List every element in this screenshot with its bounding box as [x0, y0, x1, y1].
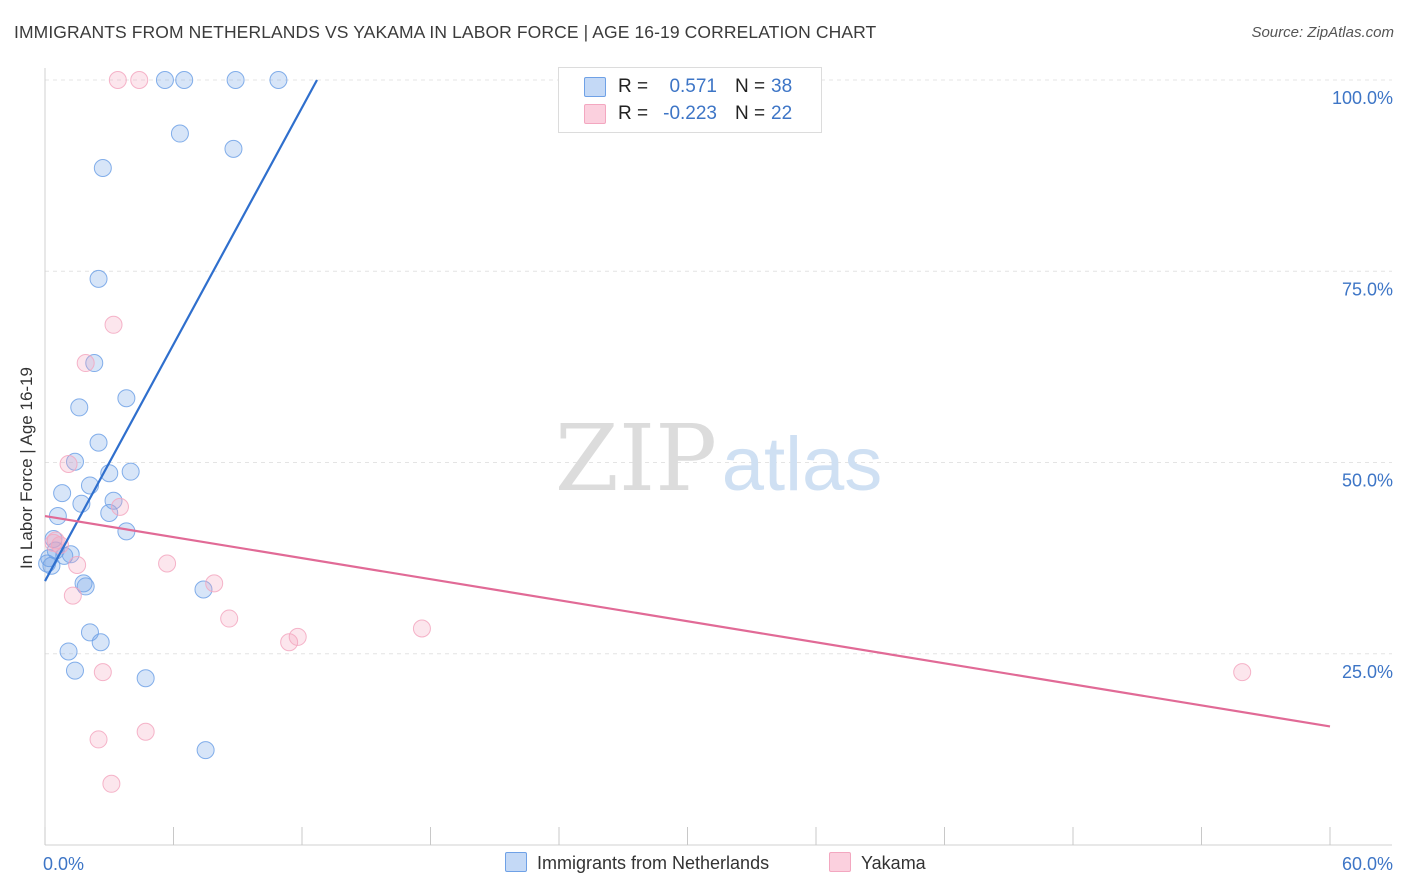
legend-swatch-netherlands — [584, 77, 606, 97]
netherlands-point — [76, 577, 95, 596]
yakama-point — [68, 556, 87, 575]
legend-row-netherlands: R = 0.571 N = 38 — [559, 74, 819, 100]
axes — [44, 68, 1392, 846]
trend-lines — [44, 79, 1331, 728]
legend-r-label: R = — [618, 76, 649, 97]
series-swatch-yakama — [829, 852, 851, 872]
netherlands-trend-line — [44, 79, 318, 582]
series-name-netherlands: Immigrants from Netherlands — [537, 853, 770, 873]
yakama-point — [136, 722, 155, 741]
gridlines — [45, 79, 1392, 655]
legend-swatch-yakama — [584, 104, 606, 124]
yakama-point — [93, 663, 112, 682]
netherlands-point — [226, 71, 245, 89]
netherlands-point — [93, 158, 112, 177]
yakama-point — [280, 633, 299, 652]
legend-r-value: -0.223 — [663, 103, 717, 124]
netherlands-point — [59, 642, 78, 661]
yakama-point — [63, 586, 82, 605]
netherlands-point — [269, 71, 288, 89]
netherlands-point — [155, 71, 174, 89]
netherlands-point — [74, 574, 93, 593]
legend-n-label: N = — [735, 76, 766, 97]
yakama-point — [108, 71, 127, 89]
tick-labels: 25.0% 50.0% 75.0% 100.0% 0.0% 60.0% — [43, 88, 1393, 874]
yakama-point — [205, 574, 224, 593]
data-points — [38, 71, 1252, 793]
y-tick-label: 25.0% — [1342, 662, 1393, 682]
correlation-legend: R = 0.571 N = 38 R = -0.223 N = 22 — [558, 67, 822, 133]
x-tick-label: 60.0% — [1342, 854, 1393, 874]
yakama-point — [76, 354, 95, 373]
x-tick-label: 0.0% — [43, 854, 84, 874]
yakama-point — [59, 455, 78, 474]
legend-r-label: R = — [618, 103, 649, 124]
yakama-point — [288, 627, 307, 646]
yakama-point — [44, 533, 63, 552]
yakama-point — [1233, 663, 1252, 682]
netherlands-point — [89, 269, 108, 288]
netherlands-point — [53, 484, 72, 503]
netherlands-point — [175, 71, 194, 89]
yakama-point — [220, 609, 239, 628]
y-tick-label: 75.0% — [1342, 279, 1393, 299]
yakama-trend-line — [44, 514, 1331, 728]
netherlands-point — [89, 433, 108, 452]
watermark: ZIP atlas — [555, 405, 882, 512]
netherlands-point — [194, 580, 213, 599]
series-legend-yakama: Yakama — [829, 852, 926, 874]
netherlands-point — [65, 661, 84, 680]
yakama-point — [158, 554, 177, 573]
yakama-point — [130, 71, 149, 89]
netherlands-point — [91, 633, 110, 652]
source-label: Source: ZipAtlas.com — [1251, 24, 1394, 41]
yakama-point — [110, 497, 129, 516]
watermark-atlas: atlas — [722, 422, 883, 507]
series-legend-netherlands: Immigrants from Netherlands — [505, 852, 769, 874]
legend-n-label: N = — [735, 103, 766, 124]
series-name-yakama: Yakama — [861, 853, 926, 873]
legend-r-value: 0.571 — [669, 76, 717, 97]
netherlands-point — [224, 139, 243, 158]
netherlands-point — [70, 398, 89, 417]
legend-n-value: 38 — [771, 76, 793, 97]
watermark-zip: ZIP — [555, 405, 717, 512]
yakama-point — [412, 619, 431, 638]
yakama-point — [89, 730, 108, 749]
netherlands-point — [48, 507, 67, 526]
netherlands-point — [100, 503, 119, 522]
yakama-point — [104, 315, 123, 334]
yakama-point — [102, 774, 121, 793]
y-tick-label: 50.0% — [1342, 471, 1393, 491]
legend-row-yakama: R = -0.223 N = 22 — [559, 101, 819, 127]
y-tick-label: 100.0% — [1332, 88, 1393, 108]
chart-title: IMMIGRANTS FROM NETHERLANDS VS YAKAMA IN… — [14, 22, 877, 42]
netherlands-point — [170, 124, 189, 143]
netherlands-point — [121, 462, 140, 481]
series-swatch-netherlands — [505, 852, 527, 872]
netherlands-point — [196, 741, 215, 760]
netherlands-point — [117, 389, 136, 408]
netherlands-point — [136, 669, 155, 688]
legend-n-value: 22 — [771, 103, 793, 124]
